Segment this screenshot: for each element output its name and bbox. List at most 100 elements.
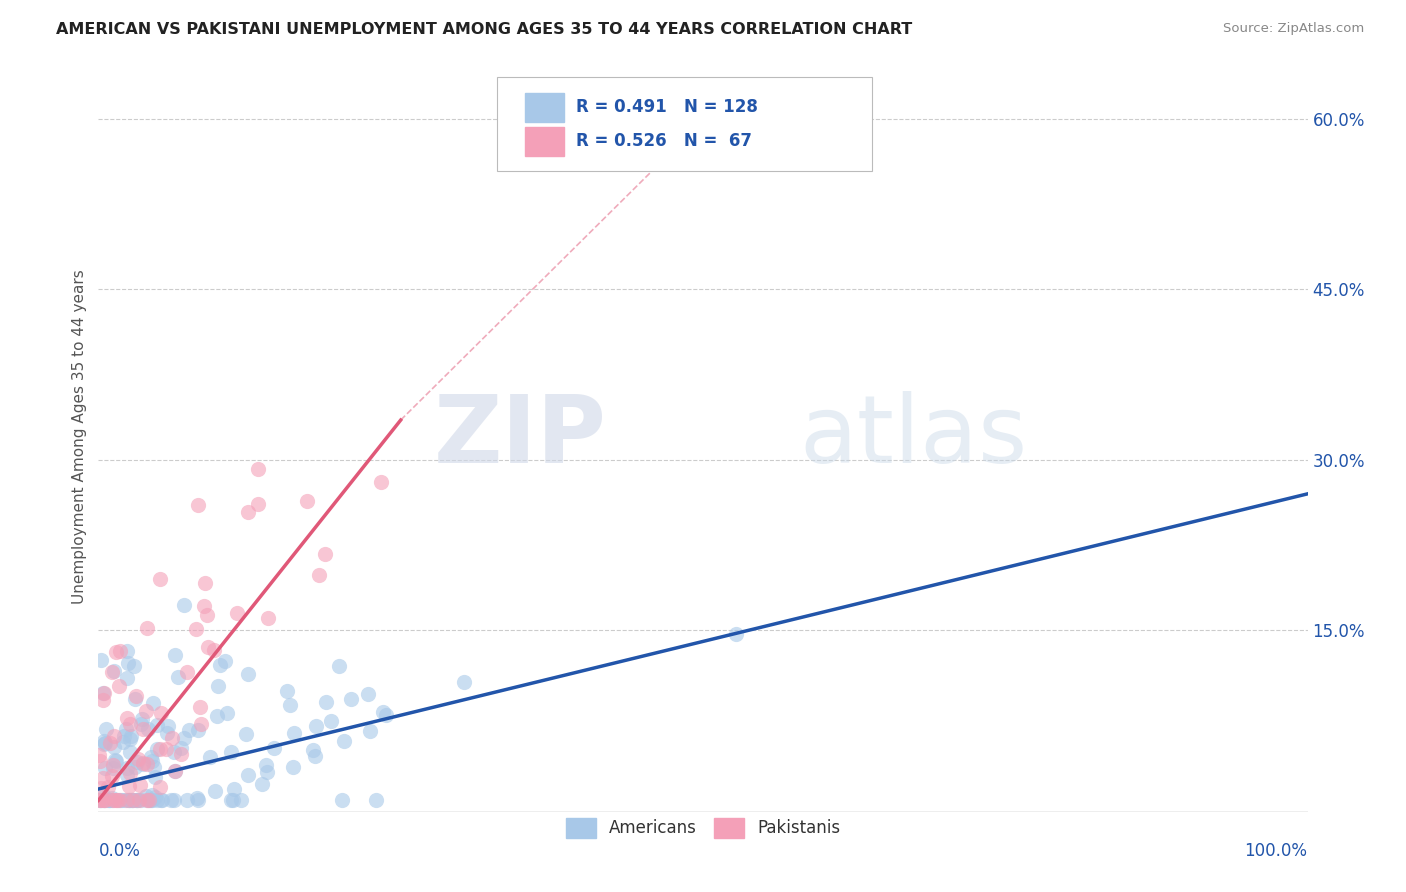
Point: [97, 780, 120, 794]
Point: [89, 793, 111, 807]
Point: [235, 727, 257, 741]
Point: [145, 770, 167, 784]
Point: [115, 672, 138, 686]
Point: [202, 643, 225, 657]
Point: [167, 670, 190, 684]
Point: [91, 692, 114, 706]
Point: [118, 793, 141, 807]
Point: [131, 716, 153, 731]
Point: [197, 640, 219, 655]
Point: [125, 689, 148, 703]
Point: [120, 717, 142, 731]
Point: [186, 791, 208, 805]
Text: ZIP: ZIP: [433, 391, 606, 483]
Point: [319, 714, 342, 728]
Point: [105, 793, 128, 807]
Point: [101, 769, 124, 783]
Point: [236, 767, 259, 781]
Point: [141, 750, 163, 764]
Point: [229, 793, 252, 807]
Point: [112, 729, 135, 743]
Point: [103, 739, 125, 754]
Point: [115, 723, 138, 737]
Point: [93, 737, 115, 751]
Point: [195, 608, 218, 623]
Point: [176, 665, 198, 679]
Point: [118, 779, 141, 793]
Point: [150, 706, 173, 720]
Point: [179, 723, 201, 737]
Point: [157, 719, 180, 733]
Point: [359, 724, 381, 739]
Point: [278, 698, 301, 712]
Point: [129, 793, 152, 807]
Point: [91, 686, 114, 700]
Point: [93, 793, 115, 807]
Point: [120, 793, 142, 807]
Point: [115, 644, 138, 658]
Point: [89, 793, 111, 807]
Point: [198, 750, 221, 764]
Point: [330, 793, 353, 807]
Point: [328, 659, 350, 673]
Point: [118, 793, 141, 807]
Point: [120, 729, 142, 743]
Point: [115, 711, 138, 725]
Point: [314, 548, 336, 562]
Point: [128, 778, 150, 792]
Point: [247, 462, 270, 476]
Point: [93, 734, 115, 748]
Y-axis label: Unemployment Among Ages 35 to 44 years: Unemployment Among Ages 35 to 44 years: [72, 269, 87, 605]
Point: [87, 793, 110, 807]
Point: [117, 656, 139, 670]
Point: [121, 793, 143, 807]
Point: [188, 700, 211, 714]
Point: [295, 494, 318, 508]
Point: [173, 731, 195, 745]
Text: R = 0.526   N =  67: R = 0.526 N = 67: [576, 132, 752, 150]
Point: [104, 754, 127, 768]
Point: [145, 718, 167, 732]
Point: [214, 654, 236, 668]
Point: [375, 708, 398, 723]
Point: [93, 793, 115, 807]
Point: [87, 747, 110, 762]
Point: [332, 734, 354, 748]
Point: [141, 793, 163, 807]
Point: [110, 793, 132, 807]
Point: [156, 726, 179, 740]
Text: 0.0%: 0.0%: [98, 842, 141, 860]
Point: [263, 741, 285, 756]
Point: [141, 754, 163, 768]
Point: [104, 793, 127, 807]
Point: [96, 793, 118, 807]
Point: [90, 780, 112, 795]
Point: [101, 793, 124, 807]
Point: [170, 747, 193, 761]
Point: [98, 793, 121, 807]
Point: [283, 760, 305, 774]
Point: [150, 793, 173, 807]
Point: [103, 665, 125, 679]
Point: [163, 793, 186, 807]
Point: [105, 754, 128, 768]
Point: [304, 748, 326, 763]
Text: R = 0.491   N = 128: R = 0.491 N = 128: [576, 98, 758, 116]
Point: [93, 793, 115, 807]
Point: [127, 755, 149, 769]
Point: [146, 793, 169, 807]
Point: [125, 793, 148, 807]
Point: [90, 652, 112, 666]
Point: [141, 788, 163, 802]
Point: [132, 722, 155, 736]
Legend: Americans, Pakistanis: Americans, Pakistanis: [560, 811, 846, 845]
Point: [128, 793, 150, 807]
Point: [247, 497, 270, 511]
Point: [254, 757, 277, 772]
Point: [90, 793, 112, 807]
Point: [93, 686, 115, 700]
Point: [135, 704, 157, 718]
Point: [93, 771, 115, 785]
Point: [98, 736, 121, 750]
Point: [236, 505, 259, 519]
